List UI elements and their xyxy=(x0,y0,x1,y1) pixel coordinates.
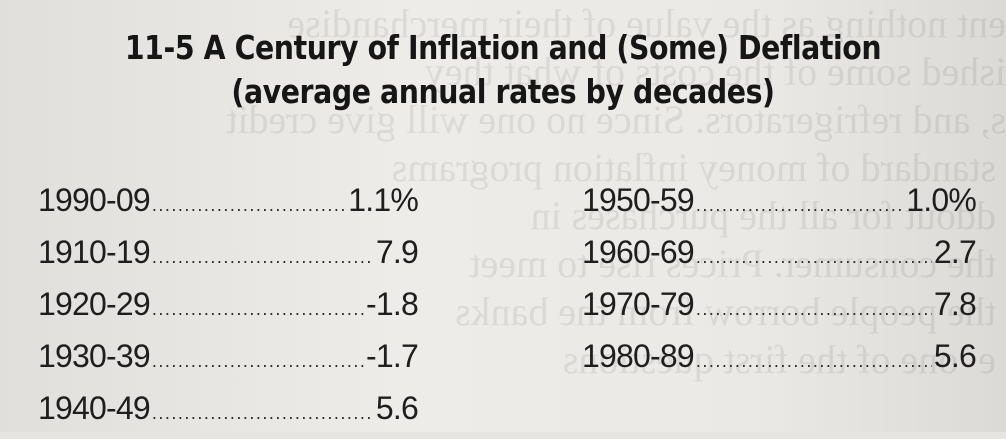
dot-leader xyxy=(696,231,932,283)
inflation-rate: 2.7 xyxy=(933,234,977,270)
dot-leader xyxy=(696,283,932,335)
decade-row: 1960-69 2.7 xyxy=(582,226,977,278)
left-column: 1990-09 1.1% 1910-19 7.9 1920-29 -1.8 19… xyxy=(38,174,419,434)
decade-label: 1960-69 xyxy=(582,234,695,270)
title-line-2: (average annual rates by decades) xyxy=(231,72,775,111)
dot-leader xyxy=(152,231,374,283)
decade-row: 1920-29 -1.8 xyxy=(38,278,419,330)
dot-leader xyxy=(152,283,364,335)
decade-row: 1980-89 5.6 xyxy=(582,330,977,382)
decade-row: 1910-19 7.9 xyxy=(38,226,419,278)
dot-leader xyxy=(152,335,364,387)
inflation-rate: -1.7 xyxy=(366,338,419,374)
decade-label: 1980-89 xyxy=(582,338,695,374)
inflation-rate: 1.1% xyxy=(348,182,419,218)
decade-row: 1970-79 7.8 xyxy=(582,278,977,330)
dot-leader xyxy=(696,335,932,387)
inflation-rate: 1.0% xyxy=(906,182,977,218)
decade-label: 1920-29 xyxy=(38,286,151,322)
decade-row: 1930-39 -1.7 xyxy=(38,330,419,382)
dot-leader xyxy=(152,387,374,439)
decade-label: 1910-19 xyxy=(38,234,151,270)
inflation-rate: -1.8 xyxy=(366,286,419,322)
dot-leader xyxy=(696,179,904,231)
table-title: 11-5 A Century of Inflation and (Some) D… xyxy=(70,26,935,114)
title-line-1: 11-5 A Century of Inflation and (Some) D… xyxy=(124,28,882,67)
inflation-rate: 7.9 xyxy=(375,234,419,270)
decade-row: 1990-09 1.1% xyxy=(38,174,419,226)
decade-label: 1990-09 xyxy=(38,182,151,218)
decade-label: 1970-79 xyxy=(582,286,695,322)
decade-row: 1950-59 1.0% xyxy=(582,174,977,226)
inflation-rate: 7.8 xyxy=(933,286,977,322)
decade-label: 1930-39 xyxy=(38,338,151,374)
inflation-rate: 5.6 xyxy=(375,390,419,426)
dot-leader xyxy=(152,179,346,231)
decade-label: 1950-59 xyxy=(582,182,695,218)
inflation-rate: 5.6 xyxy=(933,338,977,374)
decade-label: 1940-49 xyxy=(38,390,151,426)
right-column: 1950-59 1.0% 1960-69 2.7 1970-79 7.8 198… xyxy=(582,174,977,382)
decade-row: 1940-49 5.6 xyxy=(38,382,419,434)
